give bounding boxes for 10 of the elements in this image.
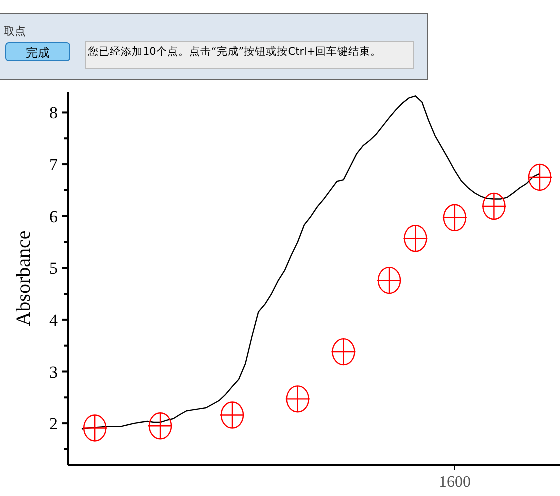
y-tick-label: 7 <box>50 156 58 175</box>
y-tick-label: 2 <box>50 414 58 434</box>
y-axis-title: Absorbance <box>13 230 35 326</box>
y-tick-label: 4 <box>50 310 58 330</box>
y-tick-label: 5 <box>50 259 58 278</box>
y-tick-label: 6 <box>50 207 58 226</box>
x-tick-label: 1600 <box>438 474 471 491</box>
dialog: 取点 完成 您已经添加10个点。点击“完成”按钮或按Ctrl+回车键结束。 <box>0 14 428 80</box>
y-tick-label: 3 <box>50 362 58 382</box>
y-tick-label: 8 <box>50 104 58 123</box>
